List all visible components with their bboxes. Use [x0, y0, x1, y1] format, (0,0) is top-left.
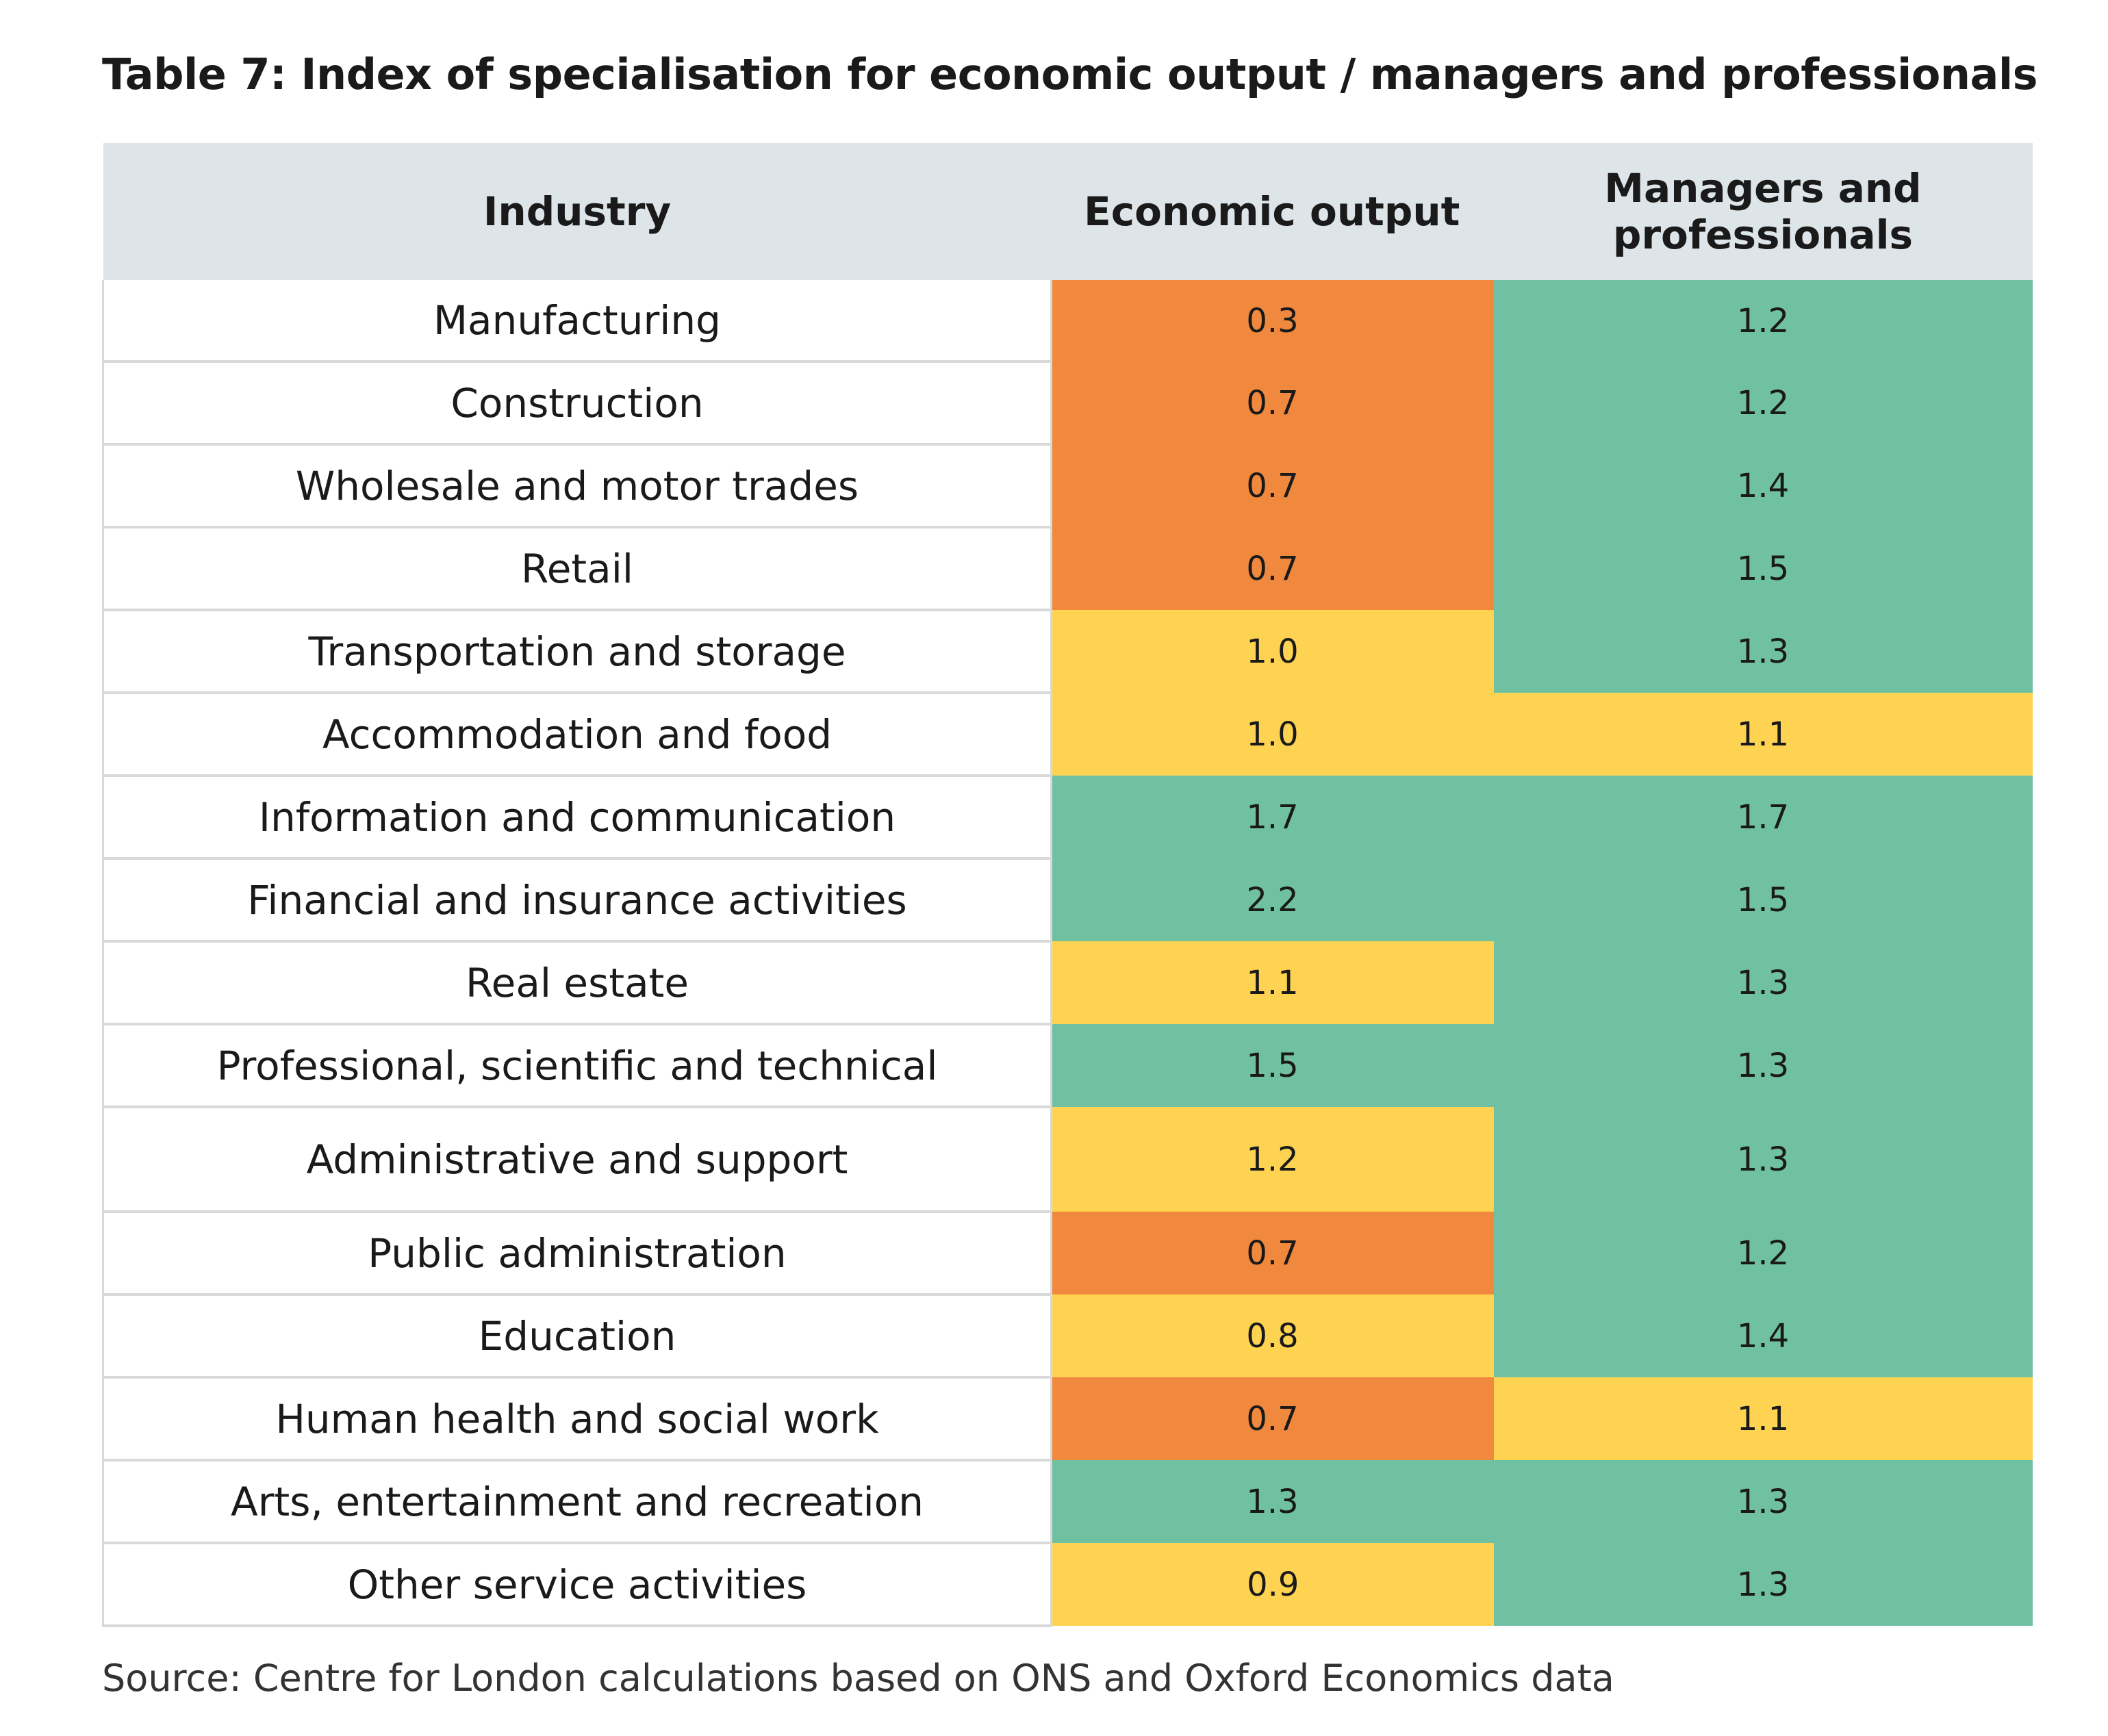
industry-cell: Other service activities [102, 1543, 1052, 1627]
industry-cell: Information and communication [102, 776, 1052, 860]
industry-cell: Professional, scientific and technical [102, 1024, 1052, 1108]
industry-cell: Human health and social work [102, 1377, 1052, 1461]
managers-professionals-cell: 1.7 [1493, 776, 2033, 858]
table-row: Information and communication 1.7 1.7 [102, 776, 2033, 860]
economic-output-cell: 0.7 [1051, 444, 1494, 527]
source-note: Source: Centre for London calculations b… [102, 1657, 1614, 1700]
economic-output-cell: 1.2 [1051, 1107, 1494, 1212]
managers-professionals-cell: 1.3 [1493, 941, 2033, 1024]
table-row: Manufacturing 0.3 1.2 [102, 280, 2033, 363]
managers-professionals-cell: 1.2 [1493, 280, 2033, 361]
managers-professionals-cell: 1.2 [1493, 1212, 2033, 1294]
economic-output-cell: 1.0 [1051, 610, 1494, 693]
header-managers-professionals: Managers and professionals [1493, 143, 2033, 280]
table-title: Table 7: Index of specialisation for eco… [102, 49, 2038, 99]
economic-output-cell: 1.0 [1051, 693, 1494, 776]
managers-professionals-cell: 1.4 [1493, 444, 2033, 527]
managers-professionals-cell: 1.3 [1493, 1460, 2033, 1543]
table-row: Wholesale and motor trades 0.7 1.4 [102, 444, 2033, 528]
managers-professionals-cell: 1.3 [1493, 1107, 2033, 1212]
industry-cell: Accommodation and food [102, 693, 1052, 777]
managers-professionals-cell: 1.3 [1493, 610, 2033, 693]
table-row: Retail 0.7 1.5 [102, 527, 2033, 611]
managers-professionals-cell: 1.1 [1493, 693, 2033, 776]
industry-cell: Financial and insurance activities [102, 858, 1052, 943]
table-row: Construction 0.7 1.2 [102, 361, 2033, 446]
table-row: Real estate 1.1 1.3 [102, 941, 2033, 1025]
economic-output-cell: 0.9 [1051, 1543, 1494, 1626]
header-industry: Industry [103, 143, 1052, 280]
industry-cell: Arts, entertainment and recreation [102, 1460, 1052, 1544]
table-row: Human health and social work 0.7 1.1 [102, 1377, 2033, 1461]
industry-cell: Manufacturing [102, 280, 1052, 363]
table-row: Accommodation and food 1.0 1.1 [102, 693, 2033, 777]
economic-output-cell: 1.3 [1051, 1460, 1494, 1543]
industry-cell: Transportation and storage [102, 610, 1052, 694]
economic-output-cell: 2.2 [1051, 858, 1494, 941]
header-economic-output: Economic output [1051, 143, 1494, 280]
managers-professionals-cell: 1.4 [1493, 1294, 2033, 1377]
economic-output-cell: 0.7 [1051, 527, 1494, 610]
table-row: Professional, scientific and technical 1.… [102, 1024, 2033, 1108]
table-row: Education 0.8 1.4 [102, 1294, 2033, 1379]
economic-output-cell: 0.7 [1051, 1377, 1494, 1460]
table-row: Public administration 0.7 1.2 [102, 1212, 2033, 1296]
managers-professionals-cell: 1.2 [1493, 361, 2033, 444]
managers-professionals-cell: 1.5 [1493, 527, 2033, 610]
industry-cell: Wholesale and motor trades [102, 444, 1052, 528]
economic-output-cell: 1.5 [1051, 1024, 1494, 1107]
table-row: Administrative and support 1.2 1.3 [102, 1107, 2033, 1213]
managers-professionals-cell: 1.3 [1493, 1024, 2033, 1107]
table-row: Arts, entertainment and recreation 1.3 1.3 [102, 1460, 2033, 1544]
industry-cell: Real estate [102, 941, 1052, 1025]
managers-professionals-cell: 1.1 [1493, 1377, 2033, 1460]
economic-output-cell: 0.8 [1051, 1294, 1494, 1377]
header-row: Industry Economic output Managers and pr… [103, 143, 2033, 280]
economic-output-cell: 0.7 [1051, 1212, 1494, 1294]
economic-output-cell: 1.1 [1051, 941, 1494, 1024]
economic-output-cell: 0.3 [1051, 280, 1494, 361]
managers-professionals-cell: 1.5 [1493, 858, 2033, 941]
industry-cell: Construction [102, 361, 1052, 446]
table-row: Financial and insurance activities 2.2 1.5 [102, 858, 2033, 943]
table-row: Other service activities 0.9 1.3 [102, 1543, 2033, 1627]
table-row: Transportation and storage 1.0 1.3 [102, 610, 2033, 694]
industry-cell: Administrative and support [102, 1107, 1052, 1213]
industry-cell: Education [102, 1294, 1052, 1379]
specialisation-table: Industry Economic output Managers and pr… [102, 143, 2033, 1627]
managers-professionals-cell: 1.3 [1493, 1543, 2033, 1626]
economic-output-cell: 1.7 [1051, 776, 1494, 858]
economic-output-cell: 0.7 [1051, 361, 1494, 444]
industry-cell: Public administration [102, 1212, 1052, 1296]
industry-cell: Retail [102, 527, 1052, 611]
